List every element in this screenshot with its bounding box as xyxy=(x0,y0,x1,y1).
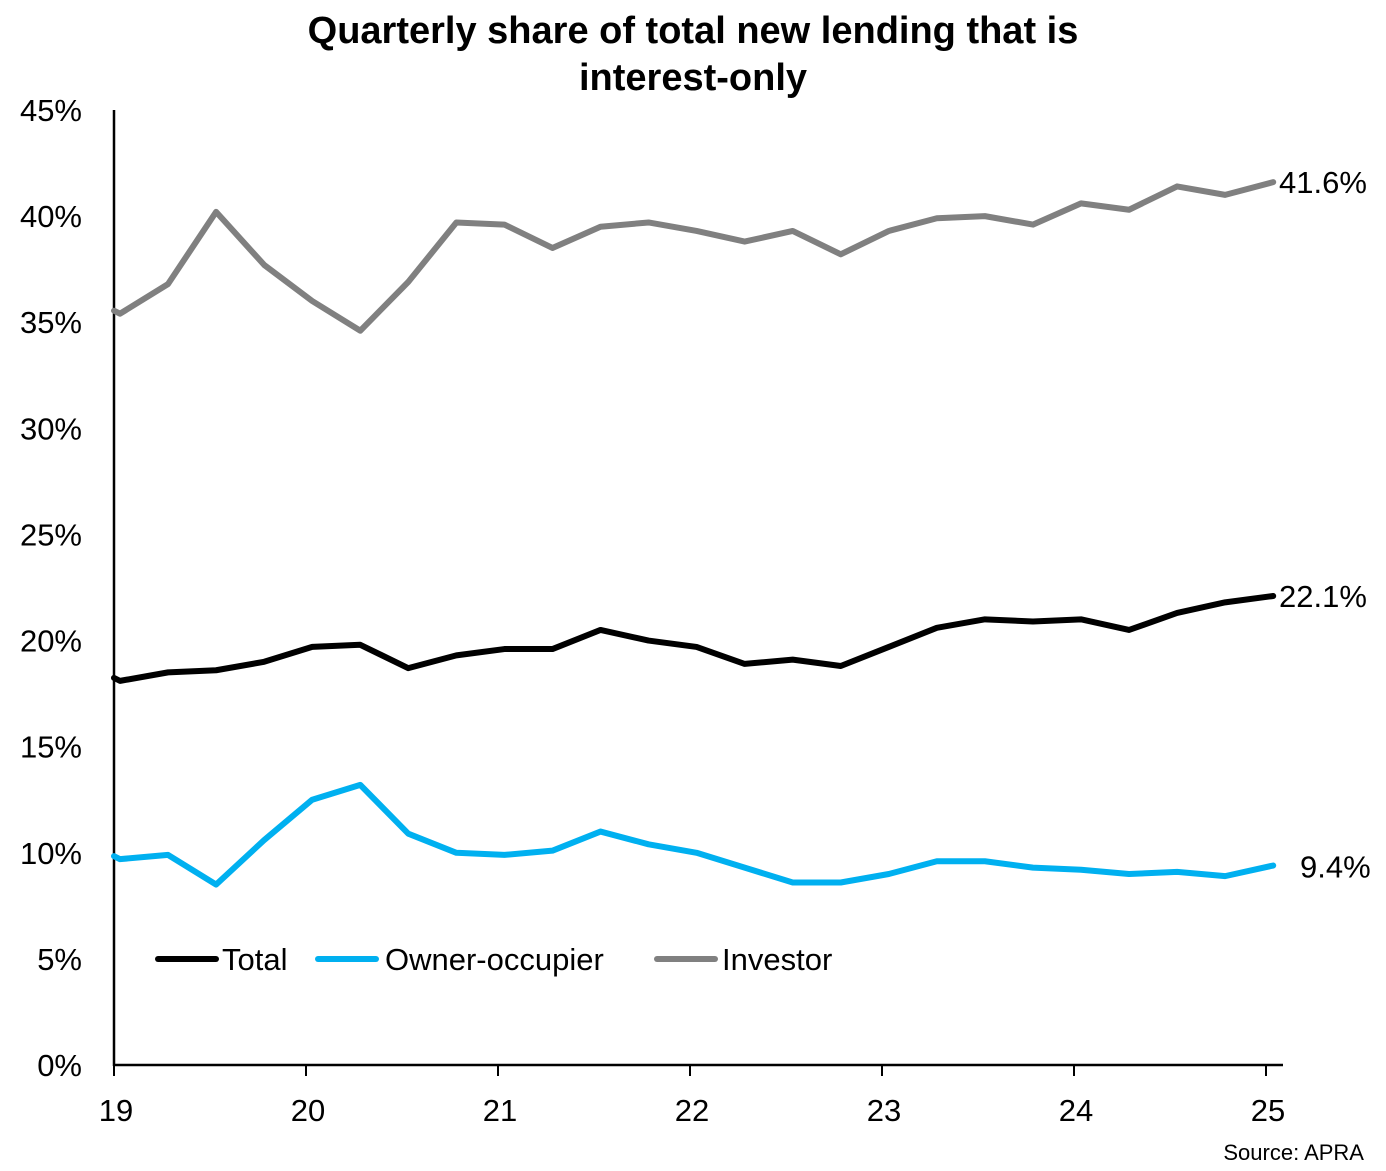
chart-title-line-2: interest-only xyxy=(578,57,808,99)
legend: Total Owner-occupier Investor xyxy=(155,942,832,977)
x-tick-label: 25 xyxy=(1251,1093,1285,1128)
y-tick-label: 40% xyxy=(20,199,82,234)
series-line-owner-occupier xyxy=(111,781,1277,888)
end-label-investor: 41.6% xyxy=(1279,165,1367,200)
x-tick-label: 20 xyxy=(291,1093,325,1128)
source-note: Source: APRA xyxy=(1223,1140,1364,1165)
y-tick-label: 0% xyxy=(37,1048,82,1083)
series-lines xyxy=(111,179,1277,888)
y-tick-label: 30% xyxy=(20,411,82,446)
end-label-owner-occupier: 9.4% xyxy=(1300,850,1371,885)
y-tick-label: 45% xyxy=(20,93,82,128)
series-line-total xyxy=(111,592,1277,684)
legend-label: Total xyxy=(222,942,287,977)
y-tick-label: 5% xyxy=(37,942,82,977)
x-tick-label: 24 xyxy=(1059,1093,1093,1128)
y-axis-ticks: 0% 5% 10% 15% 20% 25% 30% 35% 40% 45% xyxy=(20,93,82,1083)
x-axis-ticks: 19 20 21 22 23 24 25 xyxy=(99,1065,1285,1128)
y-tick-label: 15% xyxy=(20,730,82,765)
x-tick-label: 23 xyxy=(867,1093,901,1128)
series-line-investor xyxy=(111,179,1277,334)
x-tick-label: 21 xyxy=(483,1093,517,1128)
y-tick-label: 20% xyxy=(20,624,82,659)
legend-label: Owner-occupier xyxy=(385,942,604,977)
y-tick-label: 35% xyxy=(20,305,82,340)
y-tick-label: 10% xyxy=(20,836,82,871)
end-labels: 22.1% 9.4% 41.6% xyxy=(1279,165,1371,884)
chart-title-line-1: Quarterly share of total new lending tha… xyxy=(307,10,1079,52)
x-tick-label: 22 xyxy=(675,1093,709,1128)
y-tick-label: 25% xyxy=(20,517,82,552)
chart-title: Quarterly share of total new lending tha… xyxy=(0,8,1386,102)
end-label-total: 22.1% xyxy=(1279,579,1367,614)
legend-label: Investor xyxy=(722,942,832,977)
x-tick-label: 19 xyxy=(99,1093,133,1128)
